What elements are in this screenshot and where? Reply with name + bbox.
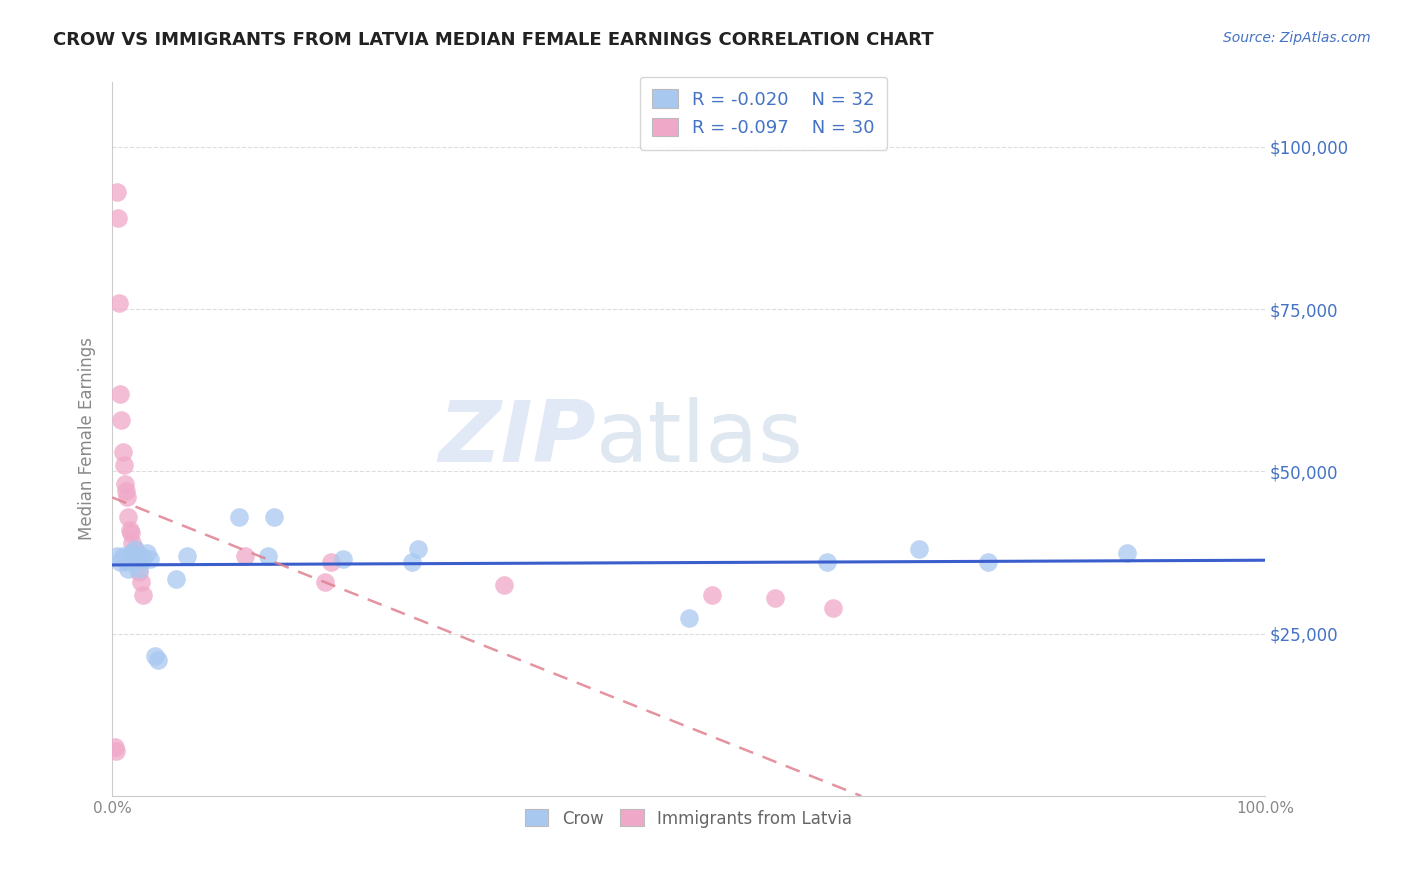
Point [118,523,141,537]
Point [120,526,142,541]
Point [406,542,429,557]
Point [114,552,136,566]
Text: ZIP: ZIP [439,398,596,481]
Point [115,483,138,498]
Point [332,552,354,566]
Point [977,555,1000,569]
Point [105,549,128,563]
Text: Source: ZipAtlas.com: Source: ZipAtlas.com [1223,31,1371,45]
Point [228,509,250,524]
Point [111,549,134,563]
Point [128,565,150,579]
Point [107,211,129,226]
Point [401,555,423,569]
Point [678,610,700,624]
Point [908,542,931,557]
Point [314,574,336,589]
Point [111,445,134,459]
Point [114,477,136,491]
Point [103,740,125,755]
Point [112,458,135,472]
Point [176,549,198,563]
Point [700,588,723,602]
Point [148,653,170,667]
Point [121,536,143,550]
Point [110,386,132,401]
Point [108,295,131,310]
Point [129,549,152,563]
Point [143,649,166,664]
Point [263,509,285,524]
Point [110,555,132,569]
Text: atlas: atlas [596,398,804,481]
Text: CROW VS IMMIGRANTS FROM LATVIA MEDIAN FEMALE EARNINGS CORRELATION CHART: CROW VS IMMIGRANTS FROM LATVIA MEDIAN FE… [53,31,934,49]
Point [122,555,145,569]
Point [132,552,155,566]
Point [104,744,127,758]
Point [122,552,145,566]
Point [105,186,128,200]
Point [127,552,149,566]
Point [233,549,256,563]
Point [121,549,143,563]
Point [115,555,138,569]
Point [128,562,150,576]
Y-axis label: Median Female Earnings: Median Female Earnings [79,337,96,541]
Point [120,546,142,560]
Point [115,491,138,505]
Legend: Crow, Immigrants from Latvia: Crow, Immigrants from Latvia [519,803,859,834]
Point [110,412,132,426]
Point [494,578,516,592]
Point [821,600,844,615]
Point [763,591,786,605]
Point [135,546,157,560]
Point [1115,546,1137,560]
Point [122,552,145,566]
Point [139,552,162,566]
Point [124,542,146,557]
Point [124,542,146,557]
Point [132,588,155,602]
Point [165,572,187,586]
Point [815,555,838,569]
Point [117,509,139,524]
Point [129,574,152,589]
Point [122,546,145,560]
Point [117,562,139,576]
Point [256,549,278,563]
Point [127,555,149,569]
Point [321,555,343,569]
